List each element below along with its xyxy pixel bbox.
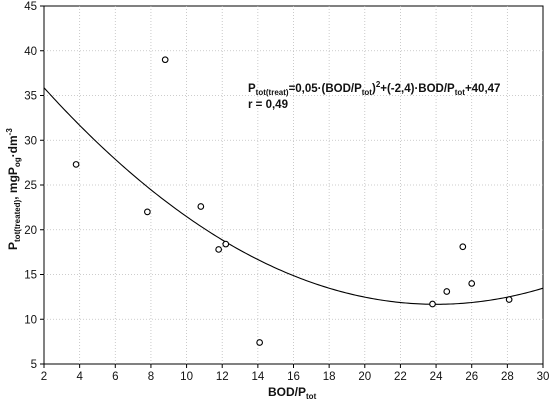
x-tick-label: 28 xyxy=(501,371,514,383)
data-point xyxy=(443,288,451,295)
x-axis-title-sub: tot xyxy=(306,392,317,401)
data-point xyxy=(72,161,80,168)
data-point xyxy=(468,280,476,287)
x-axis-title-main: BOD/P xyxy=(268,385,306,399)
x-tick-label: 16 xyxy=(287,371,300,383)
x-tick-label: 22 xyxy=(394,371,407,383)
y-tick-label: 25 xyxy=(24,180,37,192)
x-tick-label: 2 xyxy=(41,371,47,383)
data-point xyxy=(256,339,263,346)
y-axis-title-p: P xyxy=(6,242,20,250)
y-tick-label: 40 xyxy=(24,46,37,58)
x-tick-label: 14 xyxy=(251,371,264,383)
y-tick-label: 15 xyxy=(24,270,37,282)
y-tick-label: 20 xyxy=(24,225,37,237)
x-axis-ticks: 2 4 6 8 10 12 14 16 18 20 22 24 26 28 30 xyxy=(41,364,550,383)
eq-part2: ) xyxy=(372,83,376,95)
eq-part3: +(-2,4)·BOD/P xyxy=(380,83,455,95)
eq-part4: +40,47 xyxy=(465,83,501,95)
x-tick-label: 30 xyxy=(537,371,550,383)
y-axis-ticks: 5 10 15 20 25 30 35 40 45 xyxy=(24,1,44,371)
y-tick-label: 35 xyxy=(24,91,37,103)
x-tick-label: 20 xyxy=(358,371,371,383)
eq-sub2: tot xyxy=(362,88,373,97)
x-tick-label: 18 xyxy=(323,371,336,383)
y-axis-title-sub2: og xyxy=(13,157,22,167)
y-tick-label: 5 xyxy=(31,359,37,371)
y-axis-title-sub1: tot(treated) xyxy=(13,199,22,242)
x-axis-title: BOD/Ptot xyxy=(268,385,317,401)
data-point xyxy=(429,300,436,308)
data-points xyxy=(72,56,513,346)
y-axis-title-mid: , mgP xyxy=(6,167,20,200)
y-tick-label: 30 xyxy=(24,135,37,147)
x-tick-label: 12 xyxy=(216,371,229,383)
data-point xyxy=(215,246,222,253)
data-point xyxy=(144,208,151,216)
x-tick-label: 24 xyxy=(430,371,443,383)
grid-lines xyxy=(44,6,543,364)
eq-sub1: tot(treat) xyxy=(256,88,289,97)
data-point xyxy=(459,243,467,251)
eq-p: P xyxy=(248,83,256,95)
eq-sub3: tot xyxy=(455,88,466,97)
x-tick-label: 6 xyxy=(112,371,118,383)
x-tick-label: 10 xyxy=(180,371,193,383)
y-tick-label: 45 xyxy=(24,1,37,13)
x-tick-label: 26 xyxy=(465,371,478,383)
x-tick-label: 8 xyxy=(148,371,154,383)
data-point xyxy=(505,296,513,303)
regression-curve xyxy=(43,87,544,305)
y-tick-label: 10 xyxy=(24,314,37,326)
eq-sup: 2 xyxy=(376,80,381,89)
r-value-label: r = 0,49 xyxy=(248,99,288,111)
x-tick-label: 4 xyxy=(76,371,83,383)
data-point xyxy=(197,203,205,210)
data-point xyxy=(222,240,230,248)
y-axis-title-mid2: ·dm xyxy=(6,135,20,157)
y-axis-title-sup: -3 xyxy=(5,128,14,136)
y-axis-title: Ptot(treated), mgPog·dm-3 xyxy=(5,128,22,250)
eq-part1: =0,05·(BOD/P xyxy=(289,83,363,95)
equation-label: Ptot(treat)=0,05·(BOD/Ptot)2+(-2,4)·BOD/… xyxy=(248,80,500,97)
data-point xyxy=(161,56,169,64)
